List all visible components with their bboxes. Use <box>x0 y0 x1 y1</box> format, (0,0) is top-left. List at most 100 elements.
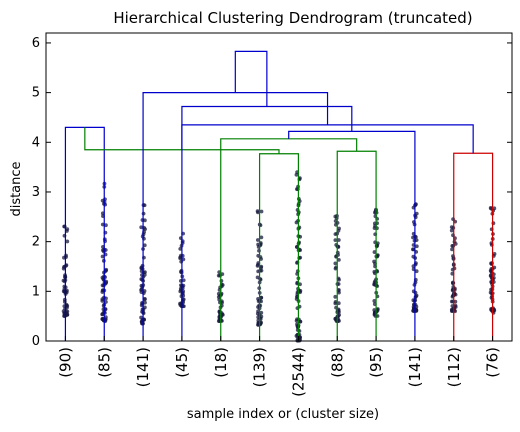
leaf-point <box>294 297 299 301</box>
leaf-point <box>256 210 260 215</box>
y-tick-label: 2 <box>32 235 40 250</box>
y-tick-label: 6 <box>32 36 40 51</box>
leaf-point <box>102 311 107 315</box>
leaf-point <box>414 211 419 216</box>
leaf-point <box>178 289 183 294</box>
leaf-point <box>488 274 493 278</box>
leaf-point <box>294 220 299 225</box>
dendrogram-link <box>64 126 105 341</box>
leaf-point <box>488 206 493 210</box>
leaf-point <box>298 255 303 260</box>
leaf-point <box>453 299 458 304</box>
leaf-point <box>333 300 338 304</box>
leaf-point <box>142 272 147 277</box>
leaf-label: (141) <box>134 347 152 387</box>
leaf-point <box>414 238 419 242</box>
leaf-point <box>336 288 341 292</box>
leaf-point <box>178 301 182 306</box>
leaf-point <box>492 252 497 256</box>
leaf-point <box>255 263 260 268</box>
leaf-point <box>100 198 105 203</box>
leaf-point <box>297 240 302 245</box>
leaf-point <box>62 224 67 229</box>
leaf-label: (88) <box>328 347 346 378</box>
leaf-point <box>492 206 497 211</box>
leaf-point <box>259 209 264 214</box>
dendrogram-link <box>234 50 268 107</box>
leaf-label: (95) <box>367 347 385 378</box>
leaf-point <box>100 297 105 302</box>
leaf-point <box>178 246 183 251</box>
leaf-point <box>143 300 147 305</box>
leaf-point <box>375 253 380 257</box>
leaf-point <box>449 225 454 230</box>
leaf-label: (45) <box>173 347 191 378</box>
leaf-point <box>337 290 341 295</box>
leaf-point <box>294 172 299 177</box>
leaf-point <box>413 262 418 267</box>
leaf-point <box>375 307 380 311</box>
leaf-point <box>140 218 145 222</box>
dendrogram-link <box>181 105 353 341</box>
leaf-point <box>492 265 497 270</box>
leaf-point <box>333 316 338 321</box>
leaf-point <box>100 254 105 259</box>
leaf-point <box>255 238 260 242</box>
y-tick-label: 0 <box>32 334 40 349</box>
leaf-label: (139) <box>251 347 269 387</box>
leaf-label: (18) <box>212 347 230 378</box>
leaf-point <box>372 259 376 264</box>
leaf-point <box>488 268 493 273</box>
dendrogram-link <box>288 130 416 341</box>
y-tick-label: 4 <box>32 135 40 150</box>
y-tick-label: 1 <box>32 284 40 299</box>
leaf-point <box>142 305 147 310</box>
leaf-point <box>333 261 338 266</box>
leaf-point <box>333 238 338 243</box>
x-axis: (90) (85) (141) (45) (18) (139) (2544) (88) (95)… <box>56 336 502 397</box>
leaf-point <box>139 288 143 292</box>
chart-title: Hierarchical Clustering Dendrogram (trun… <box>113 9 472 27</box>
y-axis: 0 1 2 3 4 5 6 <box>32 36 512 349</box>
leaf-point <box>139 277 144 282</box>
dendrogram-links <box>64 50 494 341</box>
dendrogram-link <box>142 92 329 341</box>
leaf-point <box>336 238 341 242</box>
leaf-label: (141) <box>406 347 424 387</box>
leaf-point <box>142 297 147 302</box>
dendrogram-link <box>258 153 300 341</box>
leaf-point <box>294 318 299 323</box>
leaf-label: (2544) <box>289 347 307 397</box>
leaf-point <box>259 310 264 315</box>
leaf-point <box>259 268 264 273</box>
leaf-point <box>336 257 341 262</box>
leaf-point <box>414 269 419 274</box>
leaf-point <box>411 254 416 259</box>
y-tick-label: 5 <box>32 86 40 101</box>
y-axis-label: distance <box>9 161 24 216</box>
leaf-point <box>450 247 454 252</box>
leaf-point <box>372 282 377 287</box>
leaf-point <box>333 294 338 299</box>
leaf-point <box>451 217 455 222</box>
leaf-points <box>61 170 497 343</box>
leaf-point <box>414 244 419 249</box>
dendrogram-link <box>453 152 494 341</box>
leaf-point <box>220 272 225 277</box>
leaf-point <box>219 279 224 283</box>
plot-frame <box>45 32 513 342</box>
leaf-point <box>372 250 377 254</box>
leaf-point <box>452 305 457 310</box>
leaf-point <box>178 255 183 260</box>
leaf-point <box>61 278 66 283</box>
leaf-point <box>216 273 221 278</box>
leaf-point <box>142 243 147 248</box>
leaf-point <box>373 214 378 219</box>
leaf-label: (85) <box>95 347 113 378</box>
dendrogram-link <box>336 150 377 341</box>
leaf-point <box>65 239 70 244</box>
leaf-point <box>104 267 109 272</box>
leaf-label: (90) <box>56 347 74 378</box>
leaf-point <box>298 282 302 287</box>
leaf-point <box>104 223 108 228</box>
